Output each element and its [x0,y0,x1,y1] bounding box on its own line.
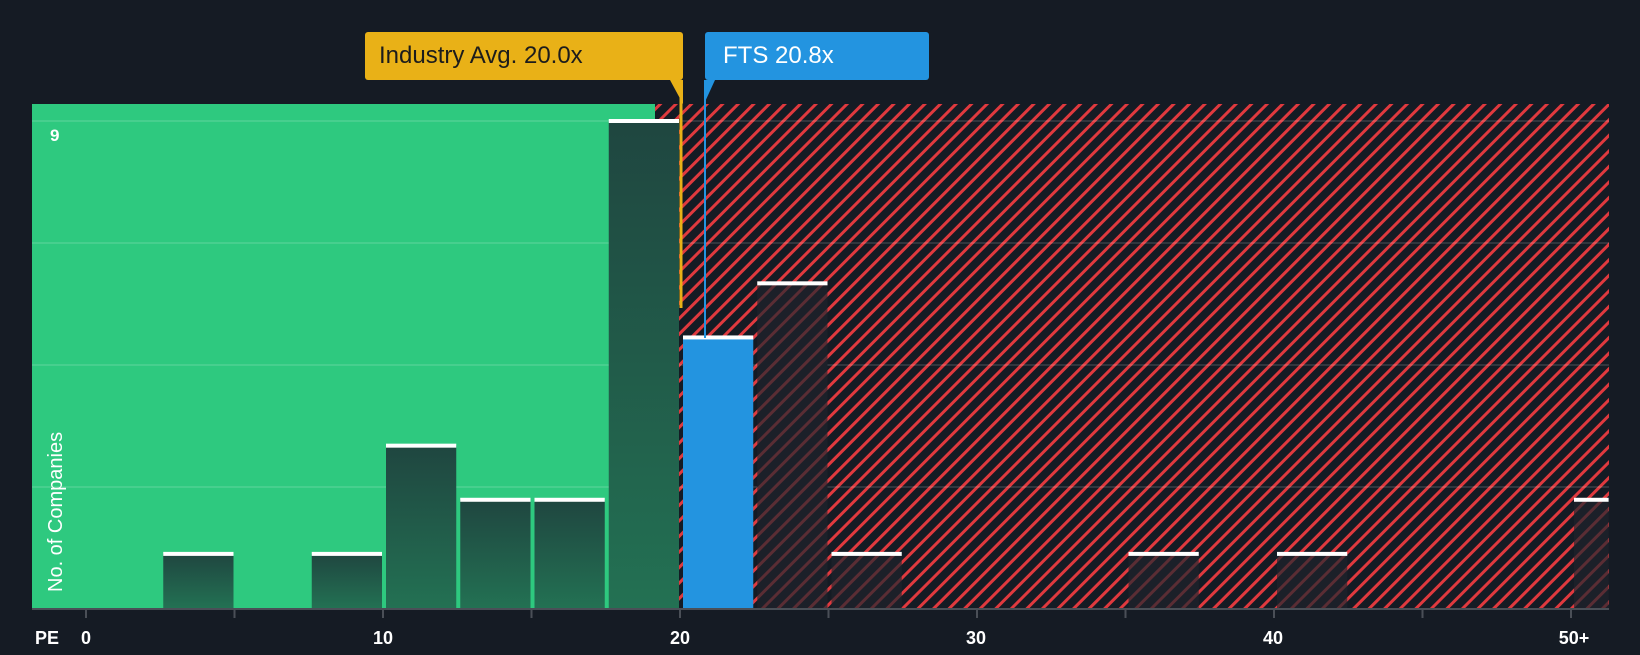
histogram-bar [608,121,679,608]
x-tick-label: 0 [80,628,92,648]
x-tick-label: 50+ [1558,628,1590,648]
bar-top-cap [534,497,605,502]
bar-top-cap [460,497,531,502]
histogram-bar [1574,499,1609,608]
histogram-bar [311,553,382,608]
histogram-bar [1128,553,1199,608]
x-tick-label: 40 [1262,628,1284,648]
x-tick-label: 30 [965,628,987,648]
bar-top-cap [831,551,902,556]
histogram-bar [757,283,828,608]
histogram-bar [683,337,754,608]
bar-top-cap [608,119,679,123]
histogram-bar [163,553,234,608]
histogram-bar [831,553,902,608]
bar-top-cap [1574,497,1609,502]
x-tick-label: 10 [372,628,394,648]
company-pe-callout: FTS 20.8x [705,32,929,80]
bar-top-cap [757,281,828,286]
histogram-bar [1277,553,1348,608]
y-axis-max-label: 9 [50,126,60,145]
x-tick-label: 20 [669,628,691,648]
histogram-bar [460,499,531,608]
histogram-bar [534,499,605,608]
histogram-bar [386,445,457,608]
company-callout-pointer [704,80,715,104]
bar-top-cap [311,551,382,556]
bar-top-cap [1277,551,1348,556]
x-axis-title: PE [35,628,60,648]
bar-top-cap [163,551,234,556]
bar-top-cap [683,335,754,340]
industry-callout-pointer [670,80,683,104]
y-axis-title: No. of Companies [45,431,67,592]
bar-top-cap [1128,551,1199,556]
industry-average-callout: Industry Avg. 20.0x [365,32,683,80]
bar-top-cap [386,443,457,448]
